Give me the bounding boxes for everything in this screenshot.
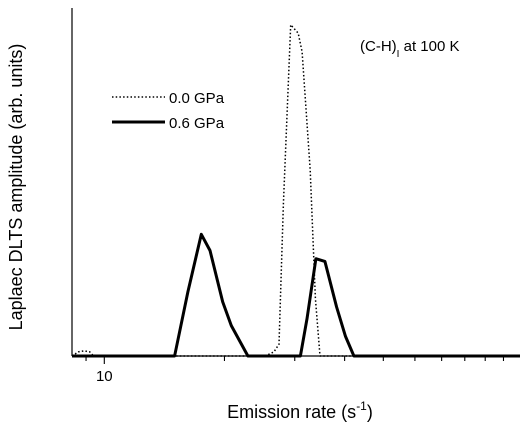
x-tick-labels-group: 10 [96,368,113,385]
x-axis-label-suffix: ) [367,402,373,422]
legend-label-0-0-gpa: 0.0 GPa [169,90,225,107]
x-tick-label: 10 [96,368,113,385]
series-line-0-0-gpa [71,24,520,357]
x-axis-label: Emission rate (s-1) [227,399,373,422]
chart-annotation: (C-H)I at 100 K [360,38,459,60]
legend: 0.0 GPa 0.6 GPa [112,90,225,132]
annotation-main: (C-H) [360,38,397,55]
x-axis-label-superscript: -1 [356,399,367,413]
series-group [71,24,520,358]
x-axis-label-main: Emission rate (s [227,402,356,422]
annotation-suffix: at 100 K [399,38,459,55]
series-line-0-6-gpa [72,232,520,358]
annotation-subscript: I [397,49,400,60]
legend-label-0-6-gpa: 0.6 GPa [169,115,225,132]
y-axis-label: Laplaec DLTS amplitude (arb. units) [6,44,26,331]
plot-frame [71,8,520,357]
